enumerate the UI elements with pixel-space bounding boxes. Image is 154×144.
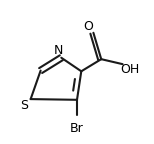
Text: Br: Br: [70, 122, 84, 135]
Text: O: O: [83, 20, 93, 33]
Text: N: N: [53, 44, 63, 57]
Text: S: S: [20, 99, 28, 112]
Text: OH: OH: [120, 63, 140, 76]
